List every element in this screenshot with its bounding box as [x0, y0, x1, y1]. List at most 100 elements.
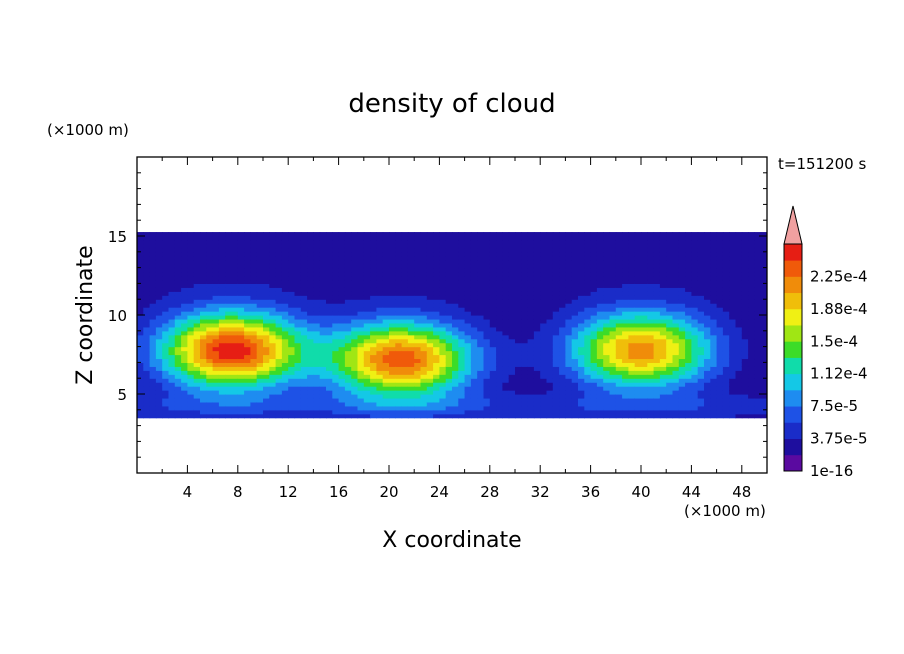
density-cell — [672, 299, 680, 304]
density-cell — [590, 263, 598, 269]
density-cell — [319, 243, 327, 249]
density-cell — [653, 243, 661, 249]
density-cell — [615, 271, 623, 277]
density-cell — [641, 283, 648, 288]
density-cell — [653, 326, 661, 332]
density-cell — [155, 394, 163, 399]
density-cell — [225, 279, 233, 284]
density-cell — [250, 346, 258, 352]
density-cell — [452, 334, 459, 340]
density-cell — [722, 318, 730, 324]
density-cell — [760, 390, 767, 395]
density-cell — [420, 303, 428, 308]
density-cell — [162, 326, 170, 332]
density-cell — [143, 307, 151, 312]
density-cell — [628, 413, 636, 419]
density-cell — [477, 299, 485, 304]
density-cell — [590, 394, 598, 399]
density-cell — [162, 318, 170, 324]
density-cell — [193, 232, 201, 237]
density-cell — [187, 350, 195, 356]
density-cell — [426, 291, 434, 296]
density-cell — [458, 271, 466, 277]
density-cell — [552, 346, 560, 352]
density-cell — [489, 338, 497, 344]
density-cell — [275, 322, 283, 328]
density-cell — [395, 390, 403, 395]
density-cell — [748, 358, 755, 363]
density-cell — [351, 326, 359, 332]
density-cell — [697, 362, 705, 367]
density-cell — [590, 255, 598, 261]
density-cell — [691, 283, 699, 288]
density-cell — [181, 342, 188, 348]
density-cell — [445, 291, 453, 296]
density-cell — [470, 315, 478, 320]
density-cell — [666, 287, 674, 292]
density-cell — [237, 247, 245, 253]
density-cell — [313, 390, 321, 395]
density-cell — [319, 318, 327, 324]
density-cell — [609, 354, 617, 360]
density-cell — [659, 326, 667, 332]
density-cell — [477, 354, 485, 360]
density-cell — [584, 322, 592, 328]
density-cell — [307, 374, 314, 379]
density-cell — [357, 303, 365, 308]
density-cell — [319, 291, 327, 296]
density-cell — [212, 394, 220, 399]
density-cell — [609, 386, 617, 391]
density-cell — [351, 243, 359, 249]
density-cell — [540, 243, 548, 249]
density-cell — [729, 267, 737, 273]
density-cell — [351, 370, 359, 375]
density-cell — [181, 334, 188, 340]
density-cell — [527, 405, 535, 411]
density-cell — [275, 271, 283, 277]
density-cell — [546, 307, 554, 312]
density-cell — [162, 243, 170, 249]
density-cell — [546, 279, 554, 284]
density-cell — [225, 366, 233, 371]
density-cell — [237, 295, 245, 300]
density-cell — [288, 358, 296, 363]
density-cell — [628, 267, 636, 273]
density-cell — [439, 378, 447, 383]
density-cell — [426, 279, 434, 284]
density-cell — [515, 334, 522, 340]
density-cell — [483, 295, 491, 300]
density-cell — [590, 366, 598, 371]
density-cell — [533, 338, 541, 344]
density-cell — [710, 243, 718, 249]
density-cell — [250, 413, 258, 419]
density-cell — [155, 358, 163, 363]
density-cell — [294, 338, 302, 344]
density-cell — [307, 338, 314, 344]
density-cell — [622, 287, 629, 292]
density-cell — [389, 338, 396, 344]
density-cell — [685, 350, 692, 356]
density-cell — [533, 283, 541, 288]
density-cell — [319, 374, 327, 379]
density-cell — [244, 299, 251, 304]
density-cell — [741, 378, 749, 383]
density-cell — [433, 342, 440, 348]
density-cell — [319, 236, 327, 241]
density-cell — [401, 397, 409, 403]
density-cell — [294, 358, 302, 363]
density-cell — [722, 354, 730, 360]
density-cell — [754, 370, 762, 375]
density-cell — [395, 362, 403, 367]
density-cell — [641, 350, 648, 356]
density-cell — [149, 378, 157, 383]
density-cell — [168, 405, 176, 411]
density-cell — [269, 251, 277, 257]
density-cell — [508, 338, 516, 344]
density-cell — [370, 287, 377, 292]
density-cell — [313, 291, 321, 296]
density-cell — [533, 291, 541, 296]
density-cell — [521, 239, 529, 245]
density-cell — [596, 307, 604, 312]
density-cell — [546, 239, 554, 245]
density-cell — [641, 405, 648, 411]
